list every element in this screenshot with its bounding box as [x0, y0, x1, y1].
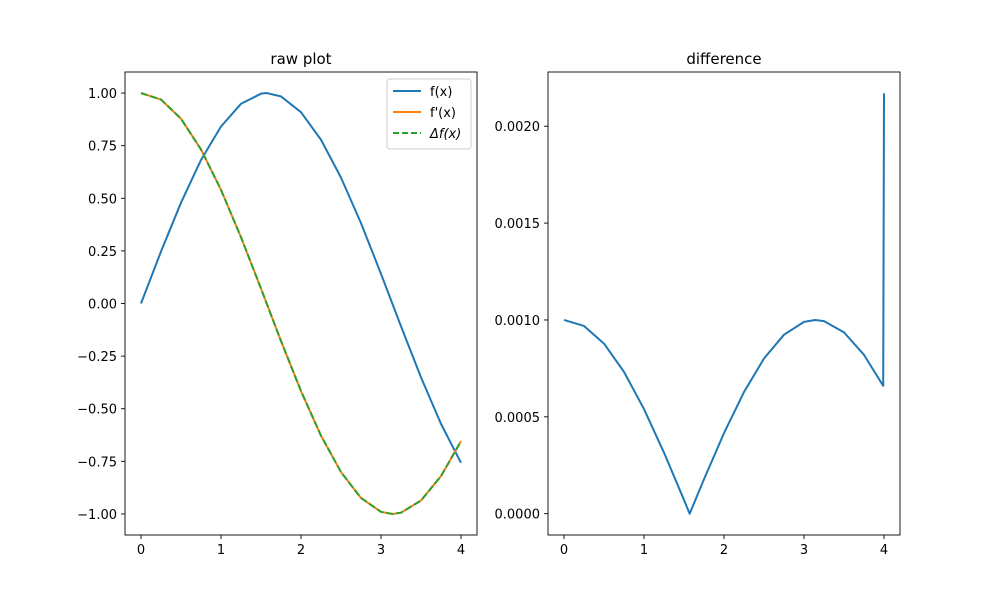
y-tick-label: 1.00	[88, 87, 117, 102]
y-tick-label: 0.25	[88, 245, 117, 260]
x-tick-label: 2	[297, 543, 305, 558]
legend-label-fprime: f'(x)	[430, 106, 456, 121]
x-tick-label: 1	[217, 543, 225, 558]
y-tick-label: 0.0010	[495, 314, 541, 329]
series-line-2	[140, 92, 462, 515]
series-line-0	[140, 92, 462, 464]
y-tick-label: 0.0000	[495, 508, 541, 523]
panel-difference: difference 0 1 2 3 4 0.0000 0.0005 0.0010 0.0015…	[495, 50, 901, 558]
axis-ticks: 0 1 2 3 4 0.0000 0.0005 0.0010 0.0015 0.0020	[495, 120, 889, 558]
plot-area	[140, 92, 462, 515]
y-tick-label: −1.00	[77, 508, 117, 523]
x-tick-label: 0	[137, 543, 145, 558]
legend-box	[386, 78, 472, 150]
x-tick-label: 4	[457, 543, 465, 558]
legend-label-f: f(x)	[430, 85, 452, 100]
y-tick-label: 0.75	[88, 140, 117, 155]
legend: f(x) f'(x) Δf(x)	[386, 78, 472, 150]
legend-label-delta: Δf(x)	[429, 127, 461, 142]
y-tick-label: −0.75	[77, 455, 117, 470]
x-tick-label: 0	[560, 543, 568, 558]
y-tick-label: 0.50	[88, 192, 117, 207]
x-tick-label: 1	[640, 543, 648, 558]
y-tick-label: 0.0020	[495, 120, 541, 135]
y-tick-label: 0.00	[88, 298, 117, 313]
x-tick-label: 4	[880, 543, 888, 558]
series-line-0	[563, 93, 885, 515]
plot-area	[563, 93, 885, 515]
panel-title: raw plot	[270, 50, 331, 68]
x-tick-label: 3	[377, 543, 385, 558]
x-tick-label: 3	[800, 543, 808, 558]
y-tick-label: −0.50	[77, 403, 117, 418]
axis-ticks: 0 1 2 3 4 −1.00 −0.75 −0.50 −0.25 0.00 0.25 0.50 0.7…	[77, 87, 465, 558]
x-tick-label: 2	[720, 543, 728, 558]
y-tick-label: 0.0015	[495, 217, 541, 232]
panel-raw-plot: raw plot 0 1 2 3 4 −1.00 −0.75 −0.50 −0.25 0.00 0.…	[77, 50, 478, 558]
panel-title: difference	[686, 50, 761, 68]
y-tick-label: 0.0005	[495, 411, 541, 426]
y-tick-label: −0.25	[77, 350, 117, 365]
